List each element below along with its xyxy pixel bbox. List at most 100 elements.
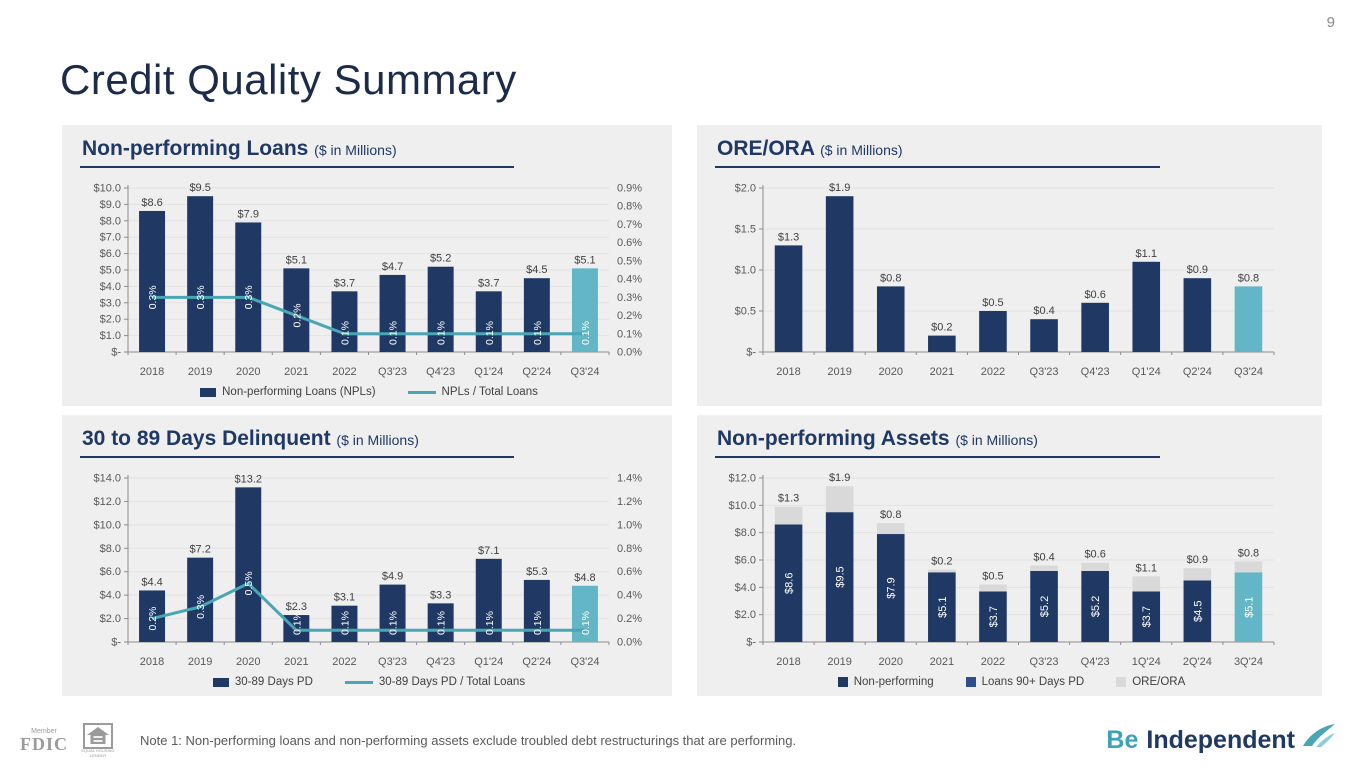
y-tick-label: $6.0 [100, 566, 121, 578]
bar [235, 222, 262, 352]
line-value-label: 0.1% [580, 321, 592, 345]
bar-segment [1081, 570, 1109, 642]
chart-title-text: Non-performing Assets [717, 427, 950, 450]
fdic-member-logo: Member FDIC [20, 728, 68, 753]
legend-line-marker [407, 390, 436, 394]
bar-label: $0.9 [1187, 264, 1208, 276]
bar-value-label: $5.2 [1039, 596, 1051, 617]
bar [379, 274, 406, 352]
bar-label: $3.3 [430, 589, 451, 601]
y-tick-label: $3.0 [100, 297, 121, 309]
stack-top-label: $1.3 [778, 493, 799, 505]
bird-icon [1303, 723, 1335, 747]
y-tick-label: $8.0 [100, 215, 121, 227]
stack-top-label: $0.6 [1084, 549, 1105, 561]
bar-value-label: $5.2 [1090, 596, 1102, 617]
stack-top-label: $0.4 [1033, 551, 1054, 563]
bar-label: $4.8 [574, 572, 595, 584]
x-tick-label: 2020 [236, 656, 260, 668]
y2-tick-label: 0.8% [617, 543, 642, 555]
bar-segment [1183, 580, 1212, 642]
bar-segment [825, 512, 854, 642]
y-tick-label: $- [111, 347, 121, 359]
bar [1081, 302, 1109, 352]
bar-label: $4.4 [141, 576, 162, 588]
line-value-label: 0.2% [291, 304, 303, 328]
x-tick-label: 2019 [827, 366, 851, 378]
x-tick-label: 2019 [188, 366, 212, 378]
x-tick-label: 2018 [776, 366, 800, 378]
bar [427, 266, 454, 352]
chart-title-text: 30 to 89 Days Delinquent [82, 427, 331, 450]
bar-segment [1030, 565, 1058, 571]
legend-rect-marker [212, 677, 229, 687]
x-tick-label: 2022 [981, 366, 1005, 378]
x-tick-label: Q2'24 [522, 366, 551, 378]
x-tick-label: 2021 [284, 366, 308, 378]
chart-title-text: ORE/ORA [717, 137, 815, 160]
x-tick-label: 2021 [930, 366, 954, 378]
trend-line [151, 581, 585, 632]
y-tick-label: $2.0 [735, 183, 756, 195]
x-tick-label: Q1'24 [474, 366, 503, 378]
y-tick-label: $4.0 [735, 582, 756, 594]
brand-independent: Independent [1146, 726, 1295, 755]
x-tick-label: Q4'23 [1081, 656, 1110, 668]
bar [331, 291, 358, 352]
x-tick-label: 2022 [332, 366, 356, 378]
panel-30-89-delinquent: 30 to 89 Days Delinquent ($ in Millions)… [62, 415, 672, 696]
x-tick-label: Q3'23 [378, 366, 407, 378]
stack-top-label: $0.2 [931, 556, 952, 568]
x-tick-label: Q2'24 [522, 656, 551, 668]
footer: Member FDIC EQUAL HOUSING LENDER Note 1:… [20, 723, 1337, 758]
y-tick-label: $12.0 [93, 496, 121, 508]
x-tick-label: 2Q'24 [1183, 656, 1212, 668]
legend-line-marker [344, 680, 373, 684]
bar [571, 268, 598, 352]
x-tick-label: Q1'24 [474, 656, 503, 668]
y-tick-label: $10.0 [93, 519, 121, 531]
chart-non-performing-assets: $12.0 $10.0 $8.0 $6.0 $4.0 $2.0 $- $8.6 $1.3 2018… [715, 462, 1308, 676]
chart-title: ORE/ORA ($ in Millions) [715, 137, 1160, 168]
bar-label: $3.7 [334, 277, 355, 289]
bar-label: $1.1 [1136, 248, 1157, 260]
bar-label: $1.9 [829, 182, 850, 194]
y-tick-label: $9.0 [100, 199, 121, 211]
line-value-label: 0.1% [291, 611, 303, 635]
chart-title: 30 to 89 Days Delinquent ($ in Millions) [80, 427, 514, 458]
x-tick-label: 2022 [981, 656, 1005, 668]
bar-segment [928, 572, 956, 642]
chart-svg: $12.0 $10.0 $8.0 $6.0 $4.0 $2.0 $- $8.6 $1.3 2018… [728, 472, 1275, 668]
stack-top-label: $0.5 [982, 571, 1003, 583]
y2-tick-label: 1.2% [617, 496, 642, 508]
legend-item: ORE/ORA [1116, 676, 1185, 688]
legend-item: 30-89 Days PD [212, 676, 313, 688]
x-tick-label: Q3'24 [570, 656, 599, 668]
y2-tick-label: 1.0% [617, 519, 642, 531]
bar-segment [1030, 570, 1058, 642]
fdic-member-label: Member [31, 728, 57, 736]
bar-label: $4.7 [382, 261, 403, 273]
x-tick-label: Q2'24 [1183, 366, 1212, 378]
y2-tick-label: 0.0% [617, 347, 642, 359]
y-tick-label: $10.0 [728, 500, 756, 512]
bar [235, 487, 262, 642]
bar-segment [774, 506, 803, 525]
legend-square-marker [837, 677, 848, 687]
y-tick-label: $1.5 [735, 224, 756, 236]
bar-label: $0.8 [880, 272, 901, 284]
bar [427, 603, 454, 642]
bar [139, 210, 166, 352]
y2-tick-label: 0.8% [617, 201, 642, 213]
panel-ore-ora: ORE/ORA ($ in Millions) $2.0 $1.5 $1.0 $0.5… [697, 125, 1322, 406]
x-tick-label: 2020 [879, 366, 903, 378]
legend-30-89-delinquent: 30-89 Days PD 30-89 Days PD / Total Loans [80, 676, 658, 688]
bar-value-label: $9.5 [835, 566, 847, 587]
legend-non-performing-loans: Non-performing Loans (NPLs) NPLs / Total … [80, 386, 658, 398]
y2-tick-label: 0.4% [617, 274, 642, 286]
legend-label: Loans 90+ Days PD [981, 676, 1085, 688]
bar-segment [1183, 568, 1212, 581]
line-value-label: 0.1% [339, 321, 351, 345]
equal-housing-house-icon [83, 723, 113, 750]
y-tick-label: $- [746, 637, 756, 649]
